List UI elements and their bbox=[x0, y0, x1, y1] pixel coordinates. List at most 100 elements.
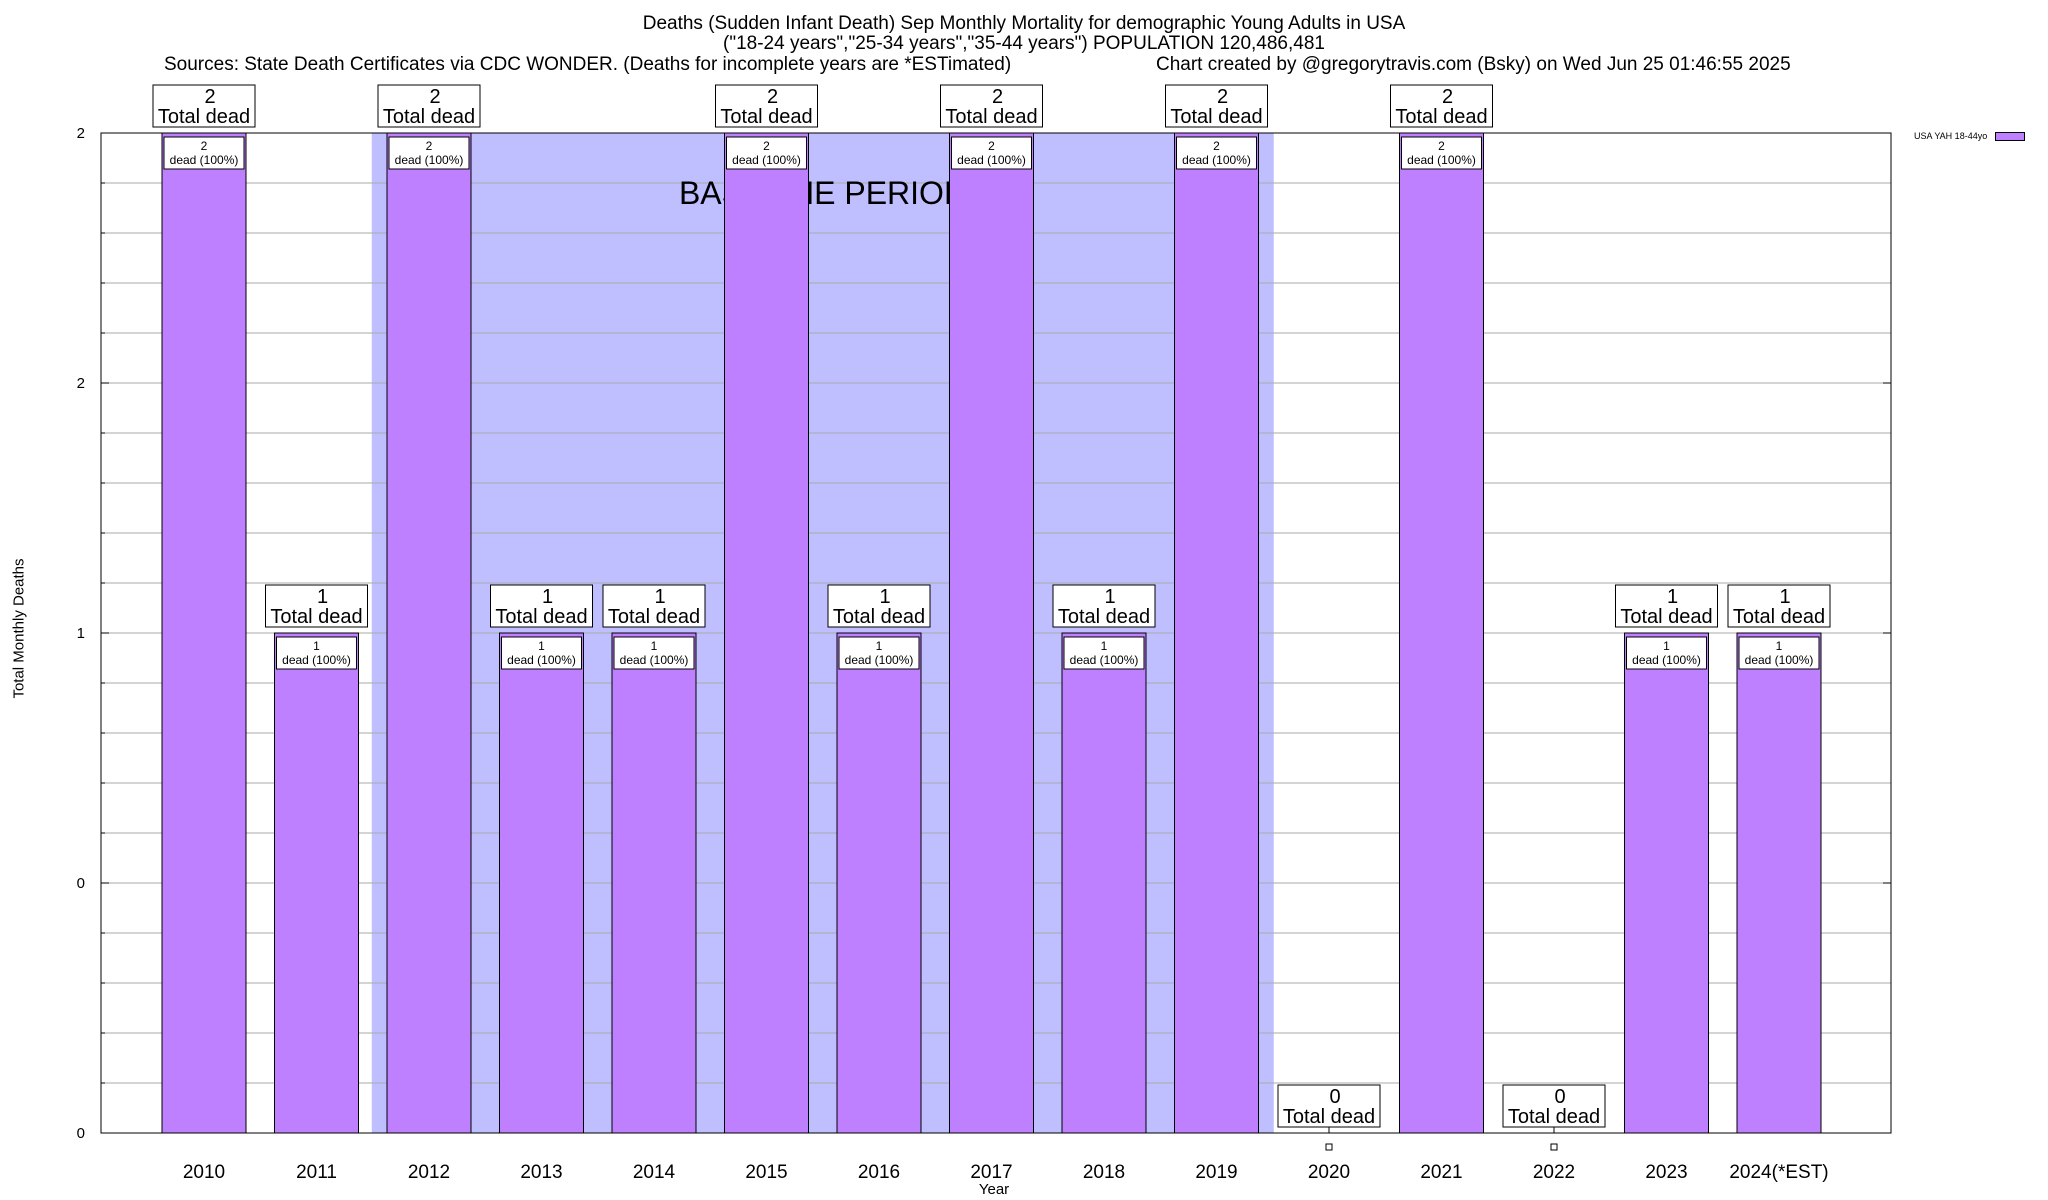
y-tick-label: 1 bbox=[77, 625, 85, 642]
bar-inner-label-box bbox=[838, 636, 920, 670]
bar-total-label-count: 2 bbox=[767, 86, 778, 108]
bar-inner-label-count: 1 bbox=[1776, 639, 1783, 653]
zero-point-marker bbox=[1550, 1143, 1558, 1151]
bar-total-label-count: 2 bbox=[992, 86, 1003, 108]
bar bbox=[611, 632, 697, 1134]
bar-inner-label-text: dead (100%) bbox=[845, 653, 914, 667]
bar bbox=[1624, 632, 1709, 1134]
x-tick-label: 2016 bbox=[858, 1162, 900, 1183]
chart-sources: Sources: State Death Certificates via CD… bbox=[164, 54, 1012, 75]
bar-inner-label-count: 2 bbox=[988, 139, 995, 153]
bar-total-label-box bbox=[265, 584, 368, 628]
x-tick-label: 2024(*EST) bbox=[1729, 1162, 1828, 1183]
y-tick-label: 0 bbox=[77, 875, 85, 892]
bar-total-label-count: 1 bbox=[1667, 586, 1678, 608]
bar-total-label-box bbox=[377, 84, 481, 128]
bar bbox=[161, 132, 247, 1134]
x-axis-label: Year bbox=[978, 1181, 1010, 1198]
bar-inner-label-box bbox=[1738, 636, 1820, 670]
bar-total-label-count: 1 bbox=[317, 586, 328, 608]
bar-inner-label-box bbox=[1401, 136, 1482, 170]
bar bbox=[274, 632, 359, 1134]
bar-total-label-text: Total dead bbox=[495, 606, 587, 628]
x-tick-label: 2021 bbox=[1420, 1162, 1462, 1183]
chart-title-line-1: Deaths (Sudden Infant Death) Sep Monthly… bbox=[642, 13, 1406, 34]
x-tick-label: 2015 bbox=[745, 1162, 787, 1183]
bar-total-label-box bbox=[940, 84, 1043, 128]
bar-total-label-text: Total dead bbox=[1620, 606, 1712, 628]
bar-total-label-box bbox=[1052, 584, 1156, 628]
bar-total-label-text: Total dead bbox=[158, 106, 250, 128]
bar-inner-label-count: 1 bbox=[538, 639, 545, 653]
bar bbox=[386, 132, 472, 1134]
bar-total-label-box bbox=[152, 84, 256, 128]
x-tick-label: 2020 bbox=[1308, 1162, 1350, 1183]
bar-inner-label-count: 1 bbox=[651, 639, 658, 653]
bar-total-label-box bbox=[1165, 84, 1268, 128]
x-tick-label: 2010 bbox=[183, 1162, 225, 1183]
bar bbox=[836, 632, 922, 1134]
legend-label: USA YAH 18-44yo bbox=[1914, 131, 1988, 141]
bar bbox=[1174, 132, 1259, 1134]
bar-total-label-text: Total dead bbox=[1733, 606, 1825, 628]
y-tick-label: 2 bbox=[77, 375, 85, 392]
bar-inner-label-count: 2 bbox=[1438, 139, 1445, 153]
bar-total-label-box bbox=[827, 584, 931, 628]
bar-total-label-count: 2 bbox=[204, 86, 215, 108]
bar-inner-label-box bbox=[276, 636, 357, 670]
bar-total-label-text: Total dead bbox=[383, 106, 475, 128]
y-axis-label: Total Monthly Deaths bbox=[10, 558, 28, 699]
bar-inner-label-text: dead (100%) bbox=[732, 153, 801, 167]
bar-inner-label-count: 1 bbox=[313, 639, 320, 653]
bar-inner-label-box bbox=[726, 136, 807, 170]
bar-total-label-count: 0 bbox=[1554, 1086, 1565, 1108]
bar-total-label-text: Total dead bbox=[1508, 1106, 1600, 1128]
bar-total-label-text: Total dead bbox=[833, 606, 925, 628]
bar bbox=[1399, 132, 1484, 1134]
bar-inner-label-text: dead (100%) bbox=[507, 653, 576, 667]
bar-inner-label-count: 2 bbox=[1213, 139, 1220, 153]
bar-inner-label-count: 1 bbox=[1663, 639, 1670, 653]
bar-inner-label-count: 2 bbox=[426, 139, 433, 153]
bar-inner-label-count: 1 bbox=[1101, 639, 1108, 653]
bar-total-label-box bbox=[602, 584, 706, 628]
x-tick-label: 2012 bbox=[408, 1162, 450, 1183]
bar-inner-label-text: dead (100%) bbox=[620, 653, 689, 667]
zero-point-marker bbox=[1325, 1143, 1333, 1151]
bar-total-label-count: 1 bbox=[879, 586, 890, 608]
bar-inner-label-text: dead (100%) bbox=[1182, 153, 1251, 167]
chart-credit: Chart created by @gregorytravis.com (Bsk… bbox=[1156, 54, 1791, 75]
bar-total-label-box bbox=[715, 84, 818, 128]
baseline-label: BASELINE PERIOD bbox=[679, 175, 967, 211]
x-tick-label: 2023 bbox=[1645, 1162, 1687, 1183]
y-tick-label: 2 bbox=[77, 125, 85, 142]
bar-total-label-count: 2 bbox=[429, 86, 440, 108]
bar-inner-label-box bbox=[1063, 636, 1145, 670]
bar-total-label-text: Total dead bbox=[720, 106, 812, 128]
x-tick-label: 2022 bbox=[1533, 1162, 1575, 1183]
bar-inner-label-box bbox=[1626, 636, 1707, 670]
bar-total-label-count: 2 bbox=[1217, 86, 1228, 108]
bar-inner-label-text: dead (100%) bbox=[170, 153, 239, 167]
bar-total-label-text: Total dead bbox=[270, 606, 362, 628]
chart-title-line-2: ("18-24 years","25-34 years","35-44 year… bbox=[723, 33, 1325, 54]
legend: USA YAH 18-44yo bbox=[1914, 131, 2026, 142]
bar-total-label-box bbox=[1727, 584, 1831, 628]
x-tick-label: 2014 bbox=[633, 1162, 676, 1183]
bar-total-label-text: Total dead bbox=[1283, 1106, 1375, 1128]
bar-total-label-box bbox=[1390, 84, 1493, 128]
bar bbox=[1736, 632, 1822, 1134]
bar-inner-label-count: 2 bbox=[201, 139, 208, 153]
bar-total-label-box bbox=[1615, 584, 1718, 628]
bar-total-label-count: 1 bbox=[1779, 586, 1790, 608]
bar-inner-label-text: dead (100%) bbox=[957, 153, 1026, 167]
bar-total-label-count: 2 bbox=[1442, 86, 1453, 108]
bar-inner-label-text: dead (100%) bbox=[1632, 653, 1701, 667]
bar bbox=[724, 132, 809, 1134]
x-tick-label: 2017 bbox=[970, 1162, 1012, 1183]
bar-total-label-count: 1 bbox=[1104, 586, 1115, 608]
bar-inner-label-box bbox=[1176, 136, 1257, 170]
bar-total-label-text: Total dead bbox=[608, 606, 700, 628]
bar-inner-label-text: dead (100%) bbox=[1407, 153, 1476, 167]
